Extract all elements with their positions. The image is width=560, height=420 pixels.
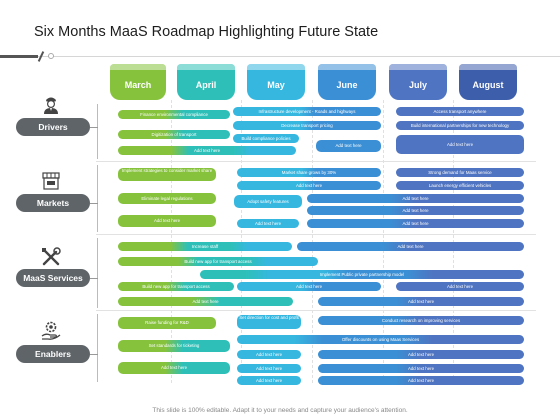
month-header-may: May <box>247 64 305 100</box>
category-bracket <box>97 238 98 308</box>
page-title: Six Months MaaS Roadmap Highlighting Fut… <box>34 24 379 40</box>
month-label: August <box>472 80 504 90</box>
task-bar: Add text here <box>118 146 296 155</box>
category-markets: Markets <box>16 194 90 212</box>
header-accent-bar <box>0 55 38 58</box>
task-bar: Set direction for cost and profit <box>237 315 301 329</box>
header-accent-dot <box>48 53 54 59</box>
task-bar: Raise funding for R&D <box>118 317 216 329</box>
task-bar: Add text here <box>307 206 524 215</box>
task-bar: Adopt safety features <box>234 195 302 208</box>
task-bar: Conduct research on improving services <box>318 316 524 325</box>
task-bar: Market share grows by 30% <box>237 168 381 177</box>
month-header-july: July <box>389 64 447 100</box>
task-bar: Build new app for transport access <box>118 282 234 291</box>
task-bar: Digitization of transport <box>118 130 230 139</box>
task-bar: Set standards for ticketing <box>118 340 230 352</box>
task-bar: Build compliance policies <box>233 134 299 143</box>
category-connector <box>90 354 98 355</box>
grid-line <box>453 100 454 383</box>
task-bar: Add text here <box>396 135 524 154</box>
task-bar: Add text here <box>318 350 524 359</box>
grid-line <box>171 100 172 383</box>
task-bar: Add text here <box>237 282 381 291</box>
task-bar: Add text here <box>237 219 299 228</box>
task-bar: Add text here <box>318 376 524 385</box>
section-divider <box>96 161 536 162</box>
category-connector <box>90 127 98 128</box>
tools-icon <box>42 247 61 266</box>
driver-icon <box>44 97 58 114</box>
task-bar: Add text here <box>118 362 230 374</box>
task-bar: Add text here <box>307 194 524 203</box>
grid-line <box>312 100 313 383</box>
task-bar: Launch energy efficient vehicles <box>396 181 524 190</box>
task-bar: Strong demand for Maas service <box>396 168 524 177</box>
category-drivers: Drivers <box>16 118 90 136</box>
task-bar: Add text here <box>118 215 216 227</box>
category-bracket <box>97 314 98 382</box>
month-label: July <box>408 80 427 90</box>
task-bar: Decrease transport pricing <box>233 121 381 130</box>
category-bracket <box>97 104 98 159</box>
task-bar: Add text here <box>297 242 524 251</box>
task-bar: Add text here <box>396 282 524 291</box>
grid-line <box>383 100 384 383</box>
task-bar: Eliminate legal regulations <box>118 193 216 204</box>
task-bar: Infrastructure development - Roads and h… <box>233 107 381 116</box>
gear-hand-icon <box>41 321 61 340</box>
task-bar: Add text here <box>318 364 524 373</box>
category-bracket <box>97 165 98 232</box>
section-divider <box>96 310 536 311</box>
category-connector <box>90 203 98 204</box>
task-bar: Add text here <box>318 297 524 306</box>
month-label: April <box>195 80 217 90</box>
category-maas-services: MaaS Services <box>16 269 90 287</box>
task-bar: Add text here <box>316 140 381 152</box>
month-header-march: March <box>110 64 166 100</box>
category-enablers: Enablers <box>16 345 90 363</box>
category-connector <box>90 278 98 279</box>
month-header-august: August <box>459 64 517 100</box>
month-label: May <box>267 80 285 90</box>
task-bar: Implement Public private partnership mod… <box>200 270 524 279</box>
task-bar: Add text here <box>118 297 293 306</box>
month-label: June <box>336 80 358 90</box>
footer-note: This slide is 100% editable. Adapt it to… <box>152 407 408 414</box>
task-bar: Add text here <box>237 350 301 359</box>
month-label: March <box>124 80 152 90</box>
task-bar: Add text here <box>307 219 524 228</box>
task-bar: Add text here <box>237 181 381 190</box>
header-divider <box>0 56 560 57</box>
task-bar: Offer discounts on using Maas Services <box>237 335 524 344</box>
grid-line <box>241 100 242 383</box>
task-bar: Implement strategies to consider market … <box>118 168 216 181</box>
task-bar: Add text here <box>237 364 301 373</box>
task-bar: Access transport anywhere <box>396 107 524 116</box>
market-stall-icon <box>42 172 60 190</box>
section-divider <box>96 234 536 235</box>
task-bar: Build new app for transport access <box>118 257 318 266</box>
month-header-april: April <box>177 64 235 100</box>
month-header-june: June <box>318 64 376 100</box>
task-bar: Finance environmental compliance <box>118 110 230 119</box>
task-bar: Add text here <box>237 376 301 385</box>
task-bar: Build international partnerships for new… <box>396 121 524 130</box>
task-bar: Increase staff <box>118 242 292 251</box>
